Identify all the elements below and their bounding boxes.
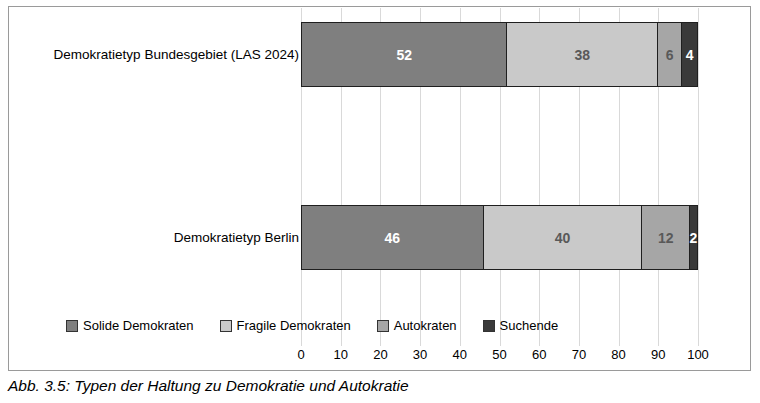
figure: Demokratietyp Bundesgebiet (LAS 2024) 52 3… bbox=[0, 0, 760, 403]
data-label: 6 bbox=[666, 47, 674, 63]
legend-item: Solide Demokraten bbox=[66, 318, 194, 333]
x-axis-tick-label: 90 bbox=[651, 347, 665, 362]
chart-area: Demokratietyp Bundesgebiet (LAS 2024) 52 3… bbox=[8, 6, 751, 371]
x-axis-tick-label: 40 bbox=[453, 347, 467, 362]
bar-segment: 46 bbox=[301, 205, 484, 270]
legend-swatch-icon bbox=[377, 320, 389, 332]
bar-segment: 4 bbox=[682, 22, 698, 87]
x-axis-tick-label: 50 bbox=[492, 347, 506, 362]
bar-segment: 38 bbox=[507, 22, 658, 87]
x-axis-tick-label: 20 bbox=[373, 347, 387, 362]
legend-label: Autokraten bbox=[394, 318, 457, 333]
bar-segment: 40 bbox=[484, 205, 643, 270]
legend: Solide Demokraten Fragile Demokraten Autok… bbox=[66, 318, 558, 333]
data-label: 52 bbox=[396, 47, 412, 63]
legend-swatch-icon bbox=[220, 320, 232, 332]
gridline bbox=[698, 8, 699, 346]
data-label: 12 bbox=[658, 230, 674, 246]
category-label: Demokratietyp Berlin bbox=[19, 230, 299, 246]
x-axis-tick-label: 100 bbox=[687, 347, 709, 362]
x-axis-tick-label: 0 bbox=[297, 347, 304, 362]
bar-segment: 12 bbox=[642, 205, 690, 270]
x-axis-tick-label: 60 bbox=[532, 347, 546, 362]
data-label: 46 bbox=[385, 230, 401, 246]
legend-swatch-icon bbox=[66, 320, 78, 332]
figure-caption: Abb. 3.5: Typen der Haltung zu Demokrati… bbox=[8, 377, 409, 395]
bar-segment: 2 bbox=[690, 205, 698, 270]
legend-label: Solide Demokraten bbox=[83, 318, 194, 333]
data-label: 2 bbox=[690, 230, 698, 246]
x-axis-tick-label: 10 bbox=[333, 347, 347, 362]
legend-swatch-icon bbox=[483, 320, 495, 332]
x-axis-tick-label: 30 bbox=[413, 347, 427, 362]
legend-item: Suchende bbox=[483, 318, 559, 333]
bar-segment: 6 bbox=[658, 22, 682, 87]
x-axis-tick-label: 80 bbox=[611, 347, 625, 362]
bar-segment: 52 bbox=[301, 22, 507, 87]
legend-item: Fragile Demokraten bbox=[220, 318, 351, 333]
stacked-bar: 52 38 64 bbox=[301, 22, 698, 87]
legend-label: Fragile Demokraten bbox=[237, 318, 351, 333]
legend-label: Suchende bbox=[500, 318, 559, 333]
x-axis-tick-label: 70 bbox=[572, 347, 586, 362]
data-label: 4 bbox=[686, 47, 694, 63]
data-label: 40 bbox=[555, 230, 571, 246]
legend-item: Autokraten bbox=[377, 318, 457, 333]
stacked-bar: 46 40 12 2 bbox=[301, 205, 698, 270]
category-label: Demokratietyp Bundesgebiet (LAS 2024) bbox=[19, 47, 299, 63]
data-label: 38 bbox=[575, 47, 591, 63]
